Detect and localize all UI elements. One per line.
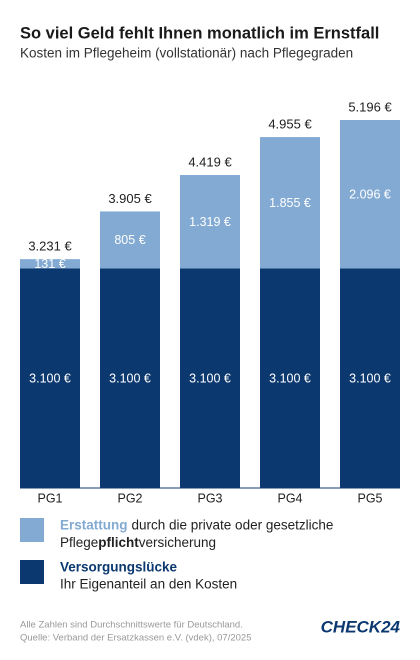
x-tick-label: PG1 xyxy=(37,491,62,505)
x-tick-label: PG4 xyxy=(277,491,302,505)
bar-segment xyxy=(20,259,80,269)
note: Quelle: Verband der Ersatzkassen e.V. (v… xyxy=(20,633,251,644)
value-label: 2.096 € xyxy=(349,188,391,202)
value-label: 3.100 € xyxy=(189,372,231,386)
legend-label: Versorgungslücke xyxy=(60,560,178,575)
legend-description-part: pflicht xyxy=(98,535,139,550)
bar-segment xyxy=(340,268,400,488)
chart-subtitle: Kosten im Pflegeheim (vollstationär) nac… xyxy=(20,46,353,61)
note: Alle Zahlen sind Durchschnittswerte für … xyxy=(20,620,243,631)
x-tick-label: PG5 xyxy=(357,491,382,505)
total-label: 3.231 € xyxy=(28,239,72,254)
legend-description: durch die private oder gesetzliche xyxy=(132,518,334,533)
bar-segment xyxy=(100,211,160,269)
bar-segment xyxy=(100,268,160,488)
value-label: 3.100 € xyxy=(269,372,311,386)
bar-segment xyxy=(20,268,80,488)
legend-description-part: versicherung xyxy=(139,535,216,550)
legend-swatch xyxy=(20,518,44,542)
total-label: 5.196 € xyxy=(348,99,392,114)
bar-segment xyxy=(340,120,400,269)
chart-title: So viel Geld fehlt Ihnen monatlich im Er… xyxy=(20,24,379,42)
bar-segment xyxy=(260,137,320,269)
x-tick-label: PG2 xyxy=(117,491,142,505)
value-label: 3.100 € xyxy=(109,372,151,386)
total-label: 4.955 € xyxy=(268,117,312,132)
value-label: 805 € xyxy=(114,233,145,247)
x-tick-label: PG3 xyxy=(197,491,222,505)
value-label: 1.855 € xyxy=(269,196,311,210)
total-label: 3.905 € xyxy=(108,191,152,206)
value-label: 131 € xyxy=(34,257,65,271)
value-label: 3.100 € xyxy=(29,372,71,386)
legend-description: Pflegepflichtversicherung xyxy=(60,535,216,550)
logo: CHECK24 xyxy=(321,617,401,636)
bar-segment xyxy=(180,268,240,488)
legend-description-part: Pflege xyxy=(60,535,98,550)
total-label: 4.419 € xyxy=(188,154,232,169)
value-label: 1.319 € xyxy=(189,215,231,229)
bar-segment xyxy=(180,175,240,269)
legend-swatch xyxy=(20,560,44,584)
bar-segment xyxy=(260,268,320,488)
legend-label: Erstattung xyxy=(60,518,128,533)
value-label: 3.100 € xyxy=(349,372,391,386)
legend-description: Ihr Eigenanteil an den Kosten xyxy=(60,577,237,592)
